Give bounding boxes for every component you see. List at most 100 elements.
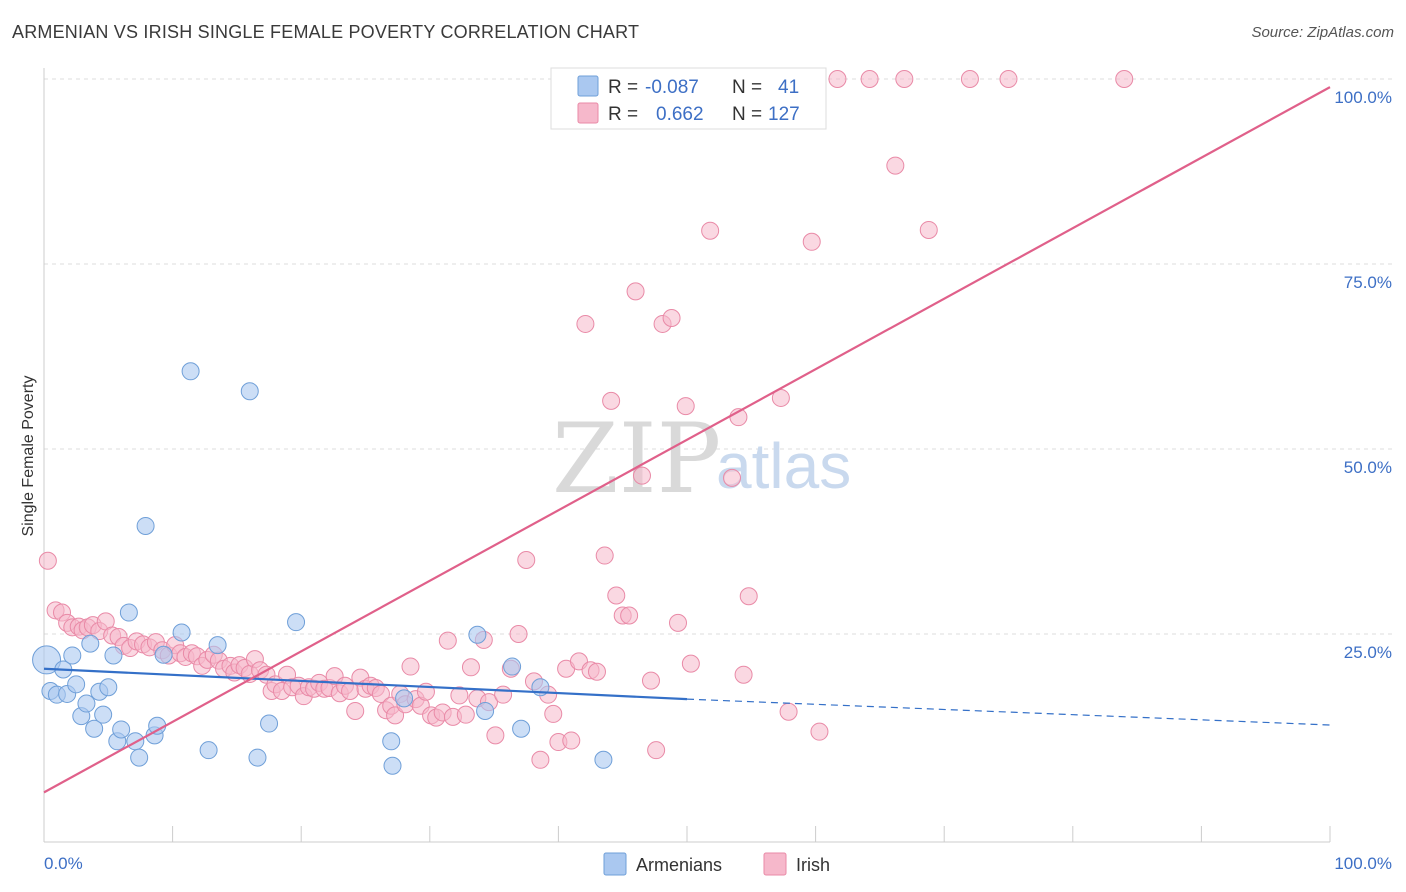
- legend-r-label-irish: R =: [608, 104, 638, 125]
- armenian-point: [594, 750, 613, 769]
- axes: [43, 68, 1330, 843]
- bottom-legend: Armenians Irish: [603, 852, 830, 876]
- legend-swatch-irish: [577, 102, 599, 124]
- irish-point: [886, 156, 905, 175]
- armenian-point: [32, 645, 62, 675]
- chart-source: Source: ZipAtlas.com: [1251, 24, 1394, 41]
- irish-point: [461, 658, 480, 677]
- irish-point: [595, 546, 614, 565]
- irish-point: [587, 662, 606, 681]
- irish-point: [1115, 70, 1134, 88]
- armenian-point: [476, 701, 495, 720]
- irish-point: [456, 705, 475, 724]
- irish-point: [739, 587, 758, 606]
- irish-point: [810, 722, 829, 741]
- irish-point: [895, 70, 914, 88]
- irish-point: [544, 704, 563, 723]
- irish-point: [620, 606, 639, 625]
- irish-point: [438, 631, 457, 650]
- irish-point: [486, 726, 505, 745]
- armenian-point: [148, 716, 167, 735]
- irish-point: [509, 625, 528, 643]
- irish-point: [779, 702, 798, 721]
- legend-n-label-armenians: N =: [732, 77, 762, 98]
- armenian-point: [63, 646, 82, 665]
- armenian-point: [382, 732, 401, 751]
- x-tick-label-max: 100.0%: [1334, 854, 1392, 873]
- irish-point: [999, 70, 1018, 88]
- armenian-point: [85, 719, 104, 738]
- armenian-point: [77, 694, 96, 713]
- irish-point: [38, 551, 57, 570]
- irish-point: [517, 551, 536, 569]
- armenian-points: [32, 362, 613, 775]
- y-axis-title: Single Female Poverty: [20, 376, 37, 537]
- irish-point: [676, 397, 695, 416]
- irish-point: [576, 314, 595, 333]
- armenian-point: [172, 623, 191, 642]
- legend-r-value-irish: 0.662: [656, 104, 704, 125]
- irish-point: [531, 750, 550, 769]
- armenian-point: [208, 636, 227, 655]
- armenian-point: [383, 756, 402, 775]
- bottom-legend-label-irish: Irish: [796, 855, 830, 875]
- irish-point: [346, 701, 365, 720]
- irish-point: [386, 706, 405, 725]
- trend-lines: [43, 86, 1331, 794]
- armenian-point: [395, 689, 414, 708]
- irish-point: [602, 391, 621, 410]
- irish-point: [723, 468, 742, 487]
- y-tick-label: 25.0%: [1344, 643, 1392, 662]
- irish-point: [919, 220, 938, 239]
- watermark-atlas: atlas: [716, 430, 851, 502]
- irish-point: [668, 613, 687, 632]
- bottom-legend-label-armenians: Armenians: [636, 855, 722, 875]
- tick-labels: 25.0% 50.0% 75.0% 100.0% 0.0% 100.0%: [44, 88, 1392, 873]
- legend-swatch-armenians: [577, 75, 599, 97]
- armenian-trend-line: [43, 667, 688, 701]
- irish-point: [701, 221, 720, 240]
- irish-point: [647, 741, 666, 760]
- armenian-point: [130, 748, 149, 767]
- legend-r-label-armenians: R =: [608, 77, 638, 98]
- armenian-point: [104, 646, 123, 665]
- armenian-point: [260, 714, 279, 733]
- watermark-zip: ZIP: [552, 403, 721, 515]
- y-tick-label: 75.0%: [1344, 273, 1392, 292]
- irish-point: [681, 654, 700, 673]
- legend-r-value-armenians: -0.087: [645, 77, 699, 98]
- legend-n-value-irish: 127: [768, 104, 800, 125]
- irish-point: [494, 685, 513, 704]
- armenian-point: [94, 705, 113, 724]
- irish-point: [828, 70, 847, 88]
- armenian-point: [99, 678, 118, 697]
- irish-point: [401, 657, 420, 676]
- armenian-point: [503, 657, 522, 676]
- armenian-point: [240, 382, 259, 401]
- armenian-point: [67, 675, 86, 694]
- grid-lines: [43, 78, 1392, 842]
- armenian-point: [287, 613, 306, 632]
- armenian-point: [112, 720, 131, 739]
- irish-point: [607, 586, 626, 605]
- irish-point: [450, 686, 469, 705]
- armenian-point: [468, 625, 487, 644]
- bottom-legend-swatch-irish: [763, 852, 787, 876]
- armenian-point: [119, 603, 138, 622]
- x-tick-label-min: 0.0%: [44, 854, 83, 873]
- irish-point: [626, 282, 645, 301]
- irish-point: [802, 232, 821, 251]
- armenian-point: [199, 741, 218, 760]
- armenian-point: [81, 634, 100, 653]
- armenian-point: [136, 516, 155, 535]
- irish-trend-line: [43, 86, 1331, 794]
- irish-point: [960, 70, 979, 88]
- irish-point: [562, 731, 581, 750]
- y-tick-label: 100.0%: [1334, 88, 1392, 107]
- armenian-point: [154, 645, 173, 664]
- chart-title: ARMENIAN VS IRISH SINGLE FEMALE POVERTY …: [12, 22, 640, 42]
- irish-point: [641, 671, 660, 690]
- irish-point: [632, 466, 651, 485]
- irish-point: [860, 70, 879, 88]
